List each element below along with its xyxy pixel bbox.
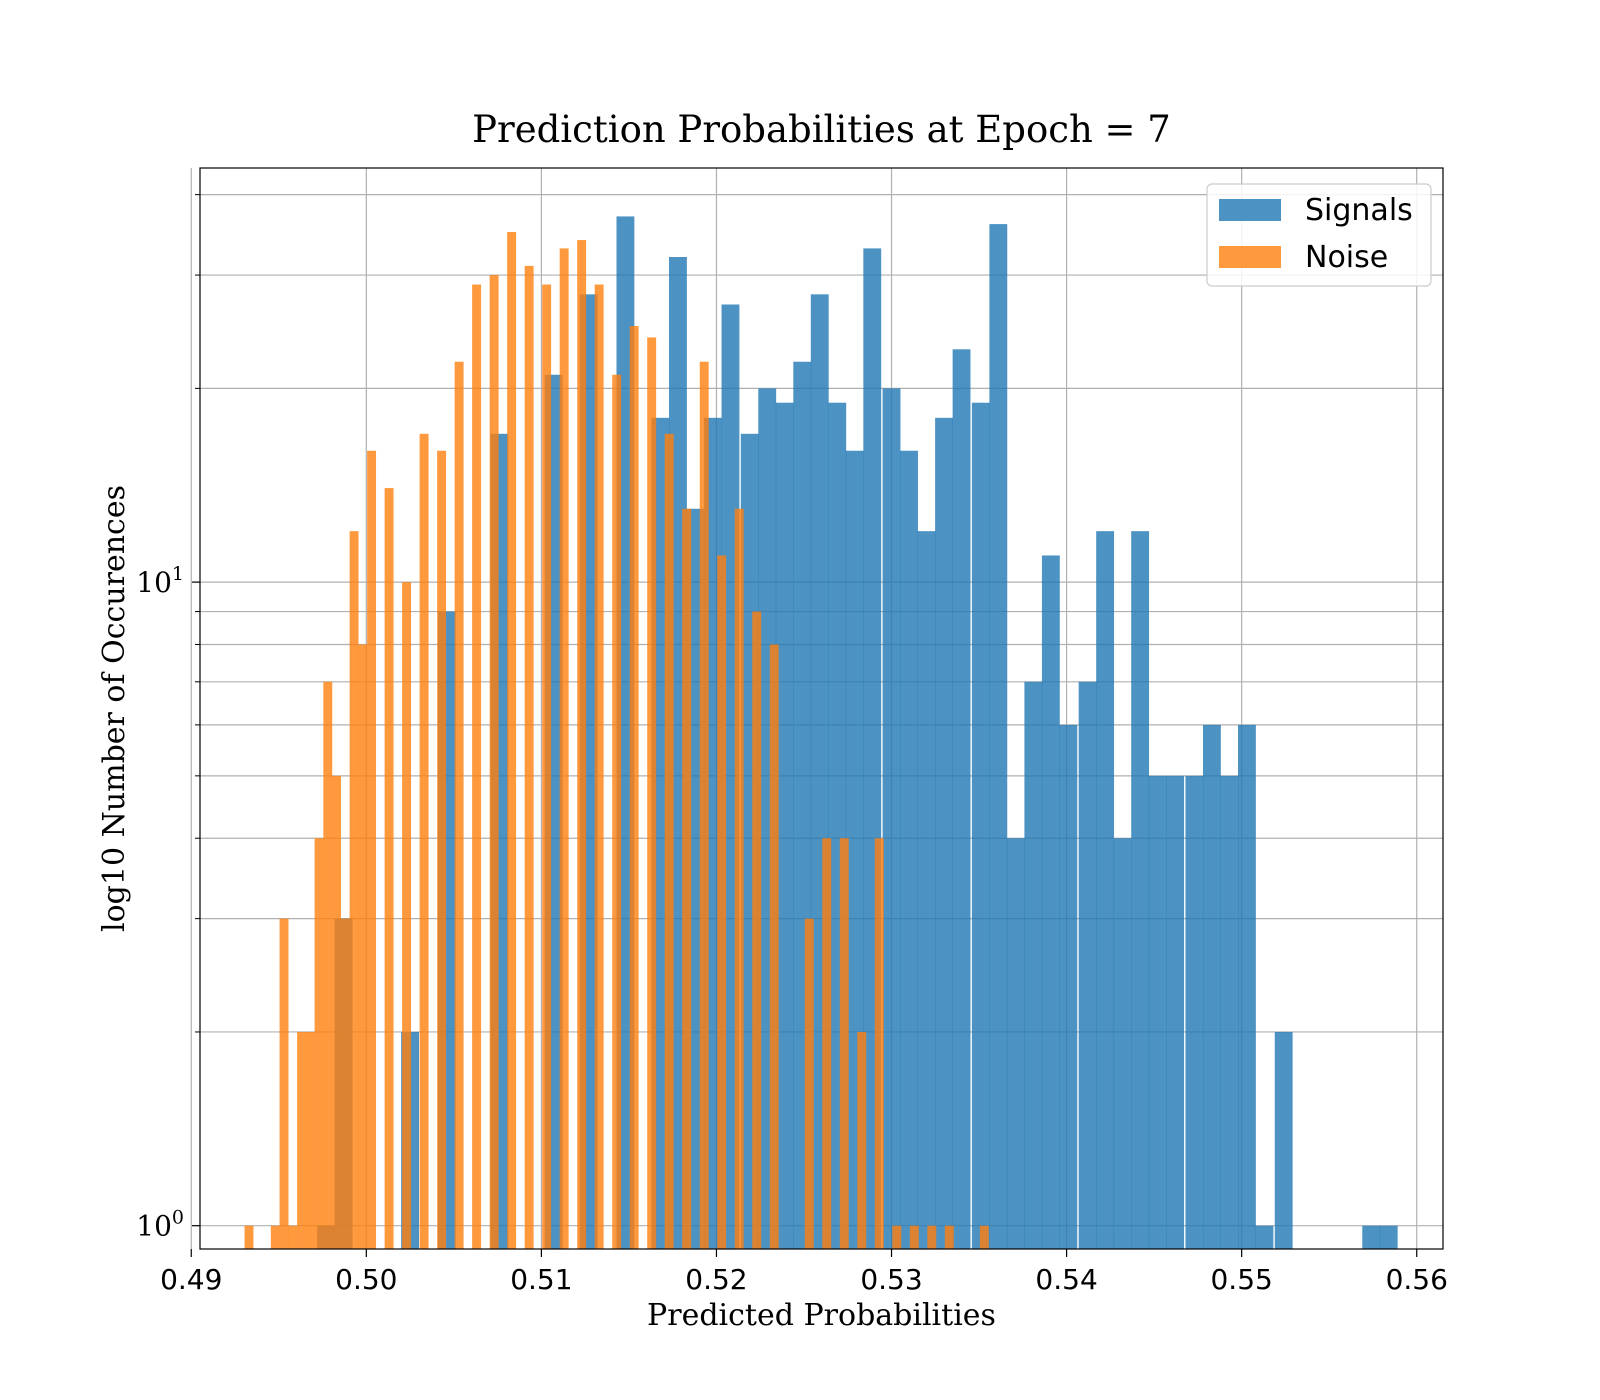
x-axis-label: Predicted Probabilities bbox=[647, 1298, 996, 1333]
bar-noise bbox=[752, 611, 762, 1249]
bar-signals bbox=[1078, 681, 1097, 1249]
plot-frame bbox=[199, 167, 1444, 1250]
bar-signals bbox=[1024, 681, 1043, 1249]
legend-swatch-noise bbox=[1219, 246, 1281, 268]
bar-noise bbox=[734, 508, 744, 1250]
bar-noise bbox=[437, 450, 447, 1249]
bar-noise bbox=[472, 284, 482, 1249]
bar-signals bbox=[1166, 775, 1185, 1249]
bar-noise bbox=[244, 1225, 254, 1249]
bar-signals bbox=[1148, 775, 1167, 1249]
bar-noise bbox=[288, 1225, 298, 1249]
bar-noise bbox=[454, 361, 464, 1249]
bar-noise bbox=[314, 838, 324, 1249]
x-tick-label: 0.53 bbox=[860, 1263, 922, 1296]
x-tick-label: 0.51 bbox=[510, 1263, 572, 1296]
bar-noise bbox=[857, 1031, 867, 1249]
bar-noise bbox=[577, 240, 587, 1250]
bar-signals bbox=[1255, 1225, 1274, 1249]
bar-signals bbox=[1379, 1225, 1398, 1249]
bar-noise bbox=[839, 838, 849, 1249]
bar-noise bbox=[367, 450, 377, 1249]
bar-signals bbox=[1131, 531, 1150, 1249]
bar-noise bbox=[402, 582, 412, 1249]
y-axis-label: log10 Number of Occurences bbox=[97, 485, 132, 932]
bar-noise bbox=[384, 488, 394, 1249]
bar-signals bbox=[917, 531, 936, 1249]
bar-noise bbox=[804, 918, 814, 1249]
bar-noise bbox=[979, 1225, 989, 1249]
bar-signals bbox=[1220, 775, 1239, 1249]
chart-legend: Signals Noise bbox=[1206, 183, 1432, 287]
bar-noise bbox=[682, 508, 692, 1250]
bar-noise bbox=[612, 374, 622, 1249]
x-tick-label: 0.52 bbox=[685, 1263, 747, 1296]
bar-noise bbox=[340, 918, 350, 1249]
bar-signals bbox=[882, 388, 901, 1249]
axis-ticks: 0.49 0.50 0.51 0.52 0.53 0.54 0.55 0.56 100 101 bbox=[136, 194, 1448, 1296]
bar-signals bbox=[1185, 775, 1204, 1249]
bar-noise bbox=[892, 1225, 902, 1249]
bar-noise bbox=[927, 1225, 937, 1249]
bar-noise bbox=[305, 1031, 315, 1249]
bar-noise bbox=[944, 1225, 954, 1249]
legend-label-noise: Noise bbox=[1305, 240, 1388, 275]
bar-signals bbox=[1274, 1031, 1293, 1249]
bar-noise bbox=[332, 775, 342, 1249]
bar-noise bbox=[279, 918, 289, 1249]
bar-noise bbox=[270, 1225, 280, 1249]
bar-noise bbox=[323, 681, 333, 1249]
bar-signals bbox=[900, 450, 918, 1249]
bar-noise bbox=[594, 284, 604, 1249]
series-noise bbox=[244, 231, 989, 1250]
bar-signals bbox=[1362, 1225, 1381, 1249]
chart-title: Prediction Probabilities at Epoch = 7 bbox=[472, 108, 1171, 151]
bar-noise bbox=[909, 1225, 919, 1249]
x-tick-label: 0.54 bbox=[1035, 1263, 1097, 1296]
bar-noise bbox=[629, 326, 639, 1250]
bar-signals bbox=[971, 402, 990, 1249]
bar-noise bbox=[524, 265, 534, 1250]
bar-noise bbox=[647, 337, 657, 1249]
bar-signals bbox=[989, 224, 1008, 1250]
bar-noise bbox=[297, 1031, 307, 1249]
bar-noise bbox=[769, 644, 779, 1249]
bar-noise bbox=[507, 231, 517, 1249]
bar-noise bbox=[664, 433, 674, 1249]
bar-signals bbox=[952, 349, 971, 1249]
bar-noise bbox=[822, 838, 832, 1249]
bar-signals bbox=[935, 417, 953, 1249]
bar-noise bbox=[542, 284, 552, 1249]
x-tick-label: 0.55 bbox=[1210, 1263, 1272, 1296]
bar-noise bbox=[358, 644, 368, 1249]
bar-noise bbox=[559, 248, 569, 1249]
bar-noise bbox=[717, 555, 727, 1249]
bar-signals bbox=[1096, 531, 1115, 1249]
bar-signals bbox=[1041, 555, 1060, 1249]
bar-noise bbox=[874, 838, 884, 1249]
x-tick-label: 0.49 bbox=[160, 1263, 222, 1296]
bar-signals bbox=[1113, 838, 1132, 1249]
legend-label-signals: Signals bbox=[1305, 193, 1413, 228]
bar-signals bbox=[1006, 838, 1025, 1249]
bar-signals bbox=[1202, 724, 1221, 1249]
bar-noise bbox=[349, 531, 359, 1249]
x-tick-label: 0.56 bbox=[1386, 1263, 1448, 1296]
bar-noise bbox=[419, 433, 429, 1249]
y-tick-label: 101 bbox=[136, 563, 184, 599]
histogram-bars bbox=[244, 216, 1398, 1250]
bar-signals bbox=[1059, 724, 1078, 1249]
bar-signals bbox=[1237, 724, 1256, 1249]
y-tick-label: 100 bbox=[136, 1207, 184, 1243]
legend-swatch-signals bbox=[1219, 199, 1281, 221]
x-tick-label: 0.50 bbox=[335, 1263, 397, 1296]
bar-noise bbox=[489, 275, 499, 1249]
bar-noise bbox=[699, 361, 709, 1249]
bar-signals bbox=[775, 402, 794, 1249]
